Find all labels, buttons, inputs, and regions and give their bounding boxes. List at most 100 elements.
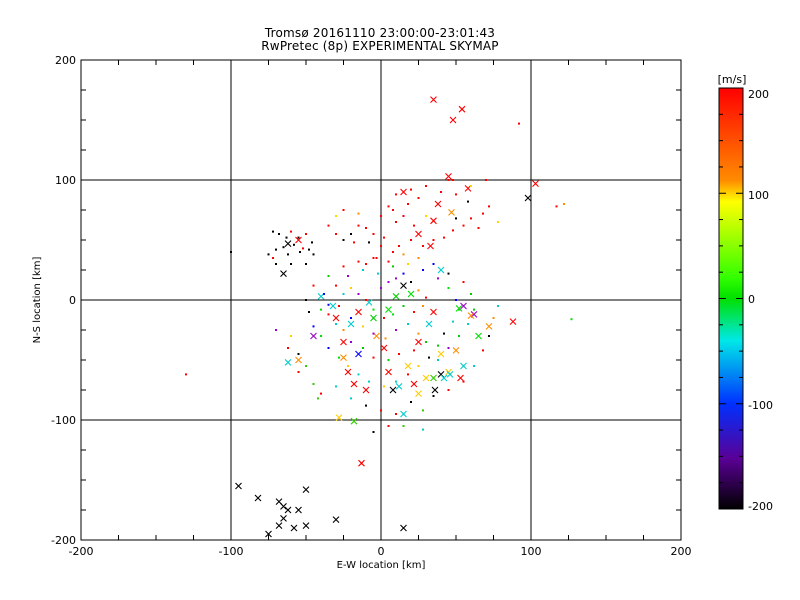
- data-point-dot: [380, 287, 382, 289]
- data-point-dot: [380, 409, 382, 412]
- axis-ticks: [80, 59, 682, 541]
- data-point-dot: [440, 191, 442, 193]
- colorbar-ticks: [719, 87, 743, 510]
- data-point-x: [358, 459, 365, 467]
- data-point-dot: [365, 227, 367, 229]
- data-point-dot: [338, 356, 340, 359]
- grid-lines: [81, 60, 681, 540]
- data-point-x: [460, 302, 467, 310]
- data-point-x: [400, 410, 407, 418]
- data-point-x: [371, 547, 377, 553]
- data-point-dot: [357, 373, 360, 376]
- data-point-x: [400, 282, 407, 289]
- data-point-x: [350, 380, 358, 388]
- data-point-dot: [384, 337, 387, 340]
- data-point-x: [284, 240, 292, 247]
- data-point-dot: [447, 389, 450, 391]
- data-point-dot: [297, 353, 300, 355]
- data-point-dot: [563, 203, 565, 205]
- data-point-dot: [350, 317, 352, 319]
- data-point-x: [430, 308, 437, 316]
- data-point-x: [340, 338, 347, 346]
- data-point-dot: [452, 179, 454, 181]
- data-point-dot: [455, 217, 457, 220]
- data-point-dot: [437, 359, 439, 361]
- data-point-dot: [488, 335, 490, 337]
- data-point-dot: [425, 296, 427, 299]
- data-point-dot: [342, 293, 345, 295]
- data-point-dot: [477, 227, 480, 229]
- data-point-dot: [383, 236, 385, 239]
- data-point-x: [275, 522, 283, 529]
- data-point-x: [280, 503, 287, 510]
- data-point-dot: [350, 287, 352, 289]
- data-point-dot: [462, 380, 465, 383]
- data-point-dot: [410, 188, 412, 191]
- x-tick-label: -100: [219, 545, 244, 558]
- data-point-dot: [470, 217, 472, 220]
- data-point-dot: [407, 203, 409, 205]
- data-point-dot: [272, 230, 274, 233]
- data-point-x: [290, 524, 298, 532]
- data-point-dot: [392, 313, 394, 316]
- data-point-dot: [375, 257, 378, 259]
- data-point-x: [332, 516, 340, 523]
- data-point-dot: [383, 385, 385, 388]
- data-point-dot: [447, 347, 450, 349]
- data-point-x: [395, 383, 403, 390]
- data-point-x: [427, 242, 434, 250]
- data-point-dot: [417, 365, 420, 367]
- data-point-dot: [497, 221, 499, 223]
- data-point-dot: [335, 284, 337, 287]
- data-point-dot: [482, 212, 484, 215]
- data-point-dot: [467, 200, 469, 203]
- data-point-dot: [380, 215, 382, 217]
- data-point-dot: [327, 303, 330, 306]
- data-point-dot: [425, 215, 427, 217]
- data-point-dot: [425, 185, 427, 187]
- data-point-dot: [342, 209, 345, 211]
- data-point-dot: [387, 425, 390, 427]
- y-tick-label: -100: [51, 414, 76, 427]
- data-point-x: [400, 524, 407, 532]
- data-point-dot: [185, 373, 187, 376]
- data-point-dot: [410, 281, 412, 283]
- data-point-dot: [492, 317, 495, 319]
- data-point-dot: [342, 239, 345, 241]
- data-point-dot: [320, 392, 322, 395]
- data-point-x: [350, 417, 358, 425]
- data-point-dot: [275, 263, 277, 265]
- data-point-dot: [402, 425, 405, 427]
- data-point-dot: [467, 323, 469, 325]
- colorbar-tick-label: 100: [748, 189, 769, 202]
- data-point-x: [284, 359, 292, 366]
- colorbar-tick-label: 0: [748, 293, 755, 306]
- data-point-dot: [347, 365, 349, 367]
- data-point-x: [475, 332, 482, 340]
- data-point-x: [437, 350, 445, 358]
- data-point-dot: [342, 329, 345, 331]
- data-point-dot: [368, 380, 370, 383]
- data-point-dot: [395, 380, 397, 383]
- data-point-dot: [447, 287, 450, 289]
- data-point-dot: [458, 335, 460, 337]
- data-point-dot: [308, 248, 310, 251]
- data-point-x: [284, 506, 292, 514]
- data-point-dot: [350, 341, 352, 343]
- data-point-x: [425, 320, 433, 328]
- data-point-x: [440, 374, 448, 382]
- data-point-x: [362, 386, 370, 394]
- data-point-dot: [380, 245, 382, 247]
- x-axis-title: E-W location [km]: [337, 560, 426, 571]
- data-point-dot: [473, 308, 475, 311]
- data-point-dot: [275, 329, 277, 331]
- data-point-dot: [422, 269, 424, 271]
- data-point-dot: [425, 341, 427, 343]
- data-point-dot: [395, 277, 397, 280]
- data-point-x: [335, 414, 343, 421]
- data-point-x: [340, 354, 347, 361]
- data-point-dot: [410, 239, 412, 241]
- data-point-dot: [372, 233, 375, 235]
- data-point-dot: [317, 397, 319, 400]
